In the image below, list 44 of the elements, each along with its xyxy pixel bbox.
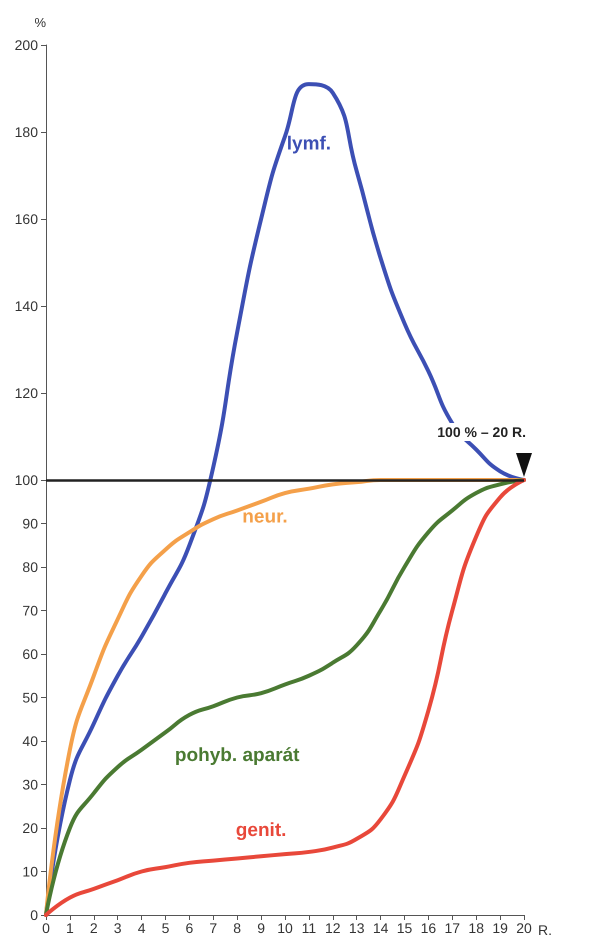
x-tick-label: 11 — [302, 920, 316, 936]
y-tick-label: 100 — [14, 472, 38, 488]
y-tick-label: 60 — [22, 646, 38, 662]
series-label: pohyb. aparát — [174, 745, 300, 766]
y-tick-label: 140 — [14, 298, 38, 314]
x-tick-label: 7 — [209, 920, 218, 936]
x-tick-label: 13 — [348, 920, 365, 936]
x-tick-label: 16 — [420, 920, 436, 936]
x-tick-label: 5 — [162, 920, 170, 936]
x-tick-label: 18 — [468, 920, 484, 936]
annotation: 100 % – 20 R. — [437, 424, 526, 440]
y-tick-label: 20 — [22, 820, 38, 836]
x-tick-label: 0 — [42, 920, 50, 936]
y-tick-label: 160 — [14, 211, 38, 227]
y-tick-label: 40 — [22, 733, 38, 749]
x-tick-label: 10 — [277, 920, 293, 936]
x-axis-title: R. — [538, 922, 552, 938]
y-tick-label: 80 — [22, 559, 38, 575]
x-tick-label: 8 — [233, 920, 242, 936]
y-tick-label: 30 — [22, 776, 38, 792]
y-axis-title: % — [34, 15, 46, 30]
y-tick-label: 10 — [22, 864, 38, 880]
y-tick-label: 200 — [14, 37, 38, 53]
y-tick-label: 70 — [22, 602, 38, 618]
x-tick-label: 15 — [396, 920, 412, 936]
x-tick-label: 9 — [257, 920, 266, 936]
x-tick-label: 2 — [90, 920, 98, 936]
x-tick-label: 19 — [492, 920, 508, 936]
y-tick-label: 50 — [22, 690, 38, 706]
series-label: lymf. — [286, 134, 332, 155]
y-tick-label: 0 — [30, 907, 38, 923]
x-tick-label: 14 — [372, 920, 389, 936]
x-tick-label: 3 — [114, 920, 122, 936]
x-tick-label: 6 — [186, 920, 194, 936]
series-label: neur. — [242, 506, 288, 528]
y-tick-label: 120 — [14, 385, 38, 401]
x-tick-label: 4 — [138, 920, 146, 936]
x-tick-label: 1 — [66, 920, 74, 936]
y-tick-label: 90 — [22, 516, 38, 532]
x-tick-label: 20 — [516, 920, 532, 936]
x-tick-label: 17 — [444, 920, 460, 936]
x-tick-label: 12 — [325, 920, 341, 936]
y-tick-label: 180 — [14, 124, 38, 140]
series-label: genit. — [236, 820, 286, 841]
